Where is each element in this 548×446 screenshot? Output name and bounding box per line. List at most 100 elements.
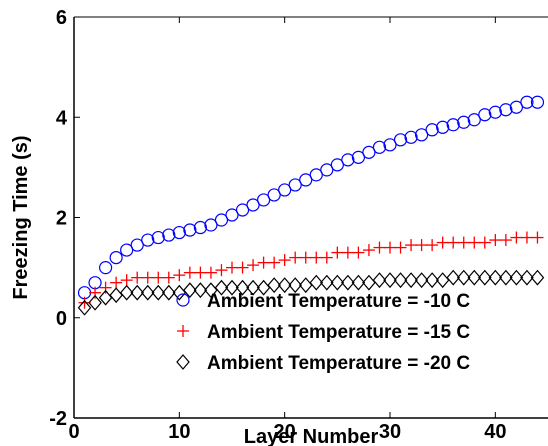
data-point [173,269,186,282]
data-point [119,284,134,301]
data-point [426,239,439,252]
data-point [320,274,334,291]
y-tick-label: 0 [56,308,67,330]
data-point [246,279,260,296]
data-point [415,128,429,142]
data-point [309,168,323,182]
data-point [446,269,460,286]
data-point [193,220,207,235]
data-point [215,264,228,277]
data-point [98,261,113,275]
data-point [77,299,92,316]
data-point [152,271,165,284]
data-point [267,188,281,202]
data-point [436,236,449,249]
data-point [268,256,281,269]
data-point [88,294,102,311]
data-point [299,251,312,264]
data-point [478,108,492,122]
data-point [172,225,186,240]
data-point [204,266,217,279]
data-point [415,239,428,252]
data-point [236,261,249,274]
data-point [193,282,208,299]
x-tick-label: 0 [68,421,79,443]
data-point [246,198,260,212]
data-point [257,193,271,207]
data-point [341,274,355,291]
data-point [362,145,376,159]
x-tick-label: 40 [484,421,506,443]
data-point [214,279,229,296]
data-point [151,284,166,301]
data-point [204,218,218,232]
data-point [110,276,123,289]
data-point [331,246,344,259]
data-point [131,271,144,284]
data-point [488,269,503,286]
data-point [109,251,123,265]
data-point [235,279,250,296]
data-point [414,272,429,289]
data-point [499,103,513,117]
data-point [393,133,408,147]
data-point [277,277,292,294]
data-point [120,274,133,287]
x-tick-label: 30 [379,421,401,443]
data-point [530,95,545,109]
y-tick-label: 6 [56,7,67,29]
legend-entry: Ambient Temperature = -10 C [176,291,470,312]
data-point [226,261,238,274]
data-point [457,115,471,129]
data-point [278,183,292,197]
data-point [456,269,471,286]
legend-marker [176,293,190,307]
data-point [383,272,397,289]
data-point [309,274,324,291]
data-point [447,236,460,249]
data-point [320,251,333,264]
data-point [425,123,439,137]
data-point [194,266,207,279]
data-point [162,271,175,284]
data-point [120,243,134,257]
data-point [288,277,302,294]
data-point [383,138,397,152]
legend-marker [176,354,190,370]
data-point [468,236,481,249]
data-point [467,113,481,127]
data-point [235,203,250,217]
data-point [509,100,524,114]
data-point [373,241,386,254]
legend-label: Ambient Temperature = -15 C [207,322,470,343]
data-point [530,269,545,286]
data-point [289,251,302,264]
series-layer [77,95,545,316]
data-point [478,236,491,249]
data-point [330,158,344,172]
data-point [99,281,112,294]
data-point [372,272,387,289]
data-point [310,251,323,264]
legend-marker [177,325,189,337]
y-tick-label: -2 [49,408,67,430]
data-point [351,150,365,164]
data-point [162,284,176,301]
data-point [531,231,544,244]
data-point [446,118,460,132]
data-point [394,241,407,254]
data-point [351,274,366,291]
data-point [141,233,155,247]
data-point [162,228,176,242]
data-point [499,234,512,247]
data-point [183,223,197,237]
series-2 [78,231,544,309]
data-point [352,246,365,259]
data-point [520,269,534,286]
data-point [404,272,418,289]
data-point [130,284,144,301]
legend-entry: Ambient Temperature = -15 C [177,322,470,343]
x-tick-label: 10 [168,421,190,443]
